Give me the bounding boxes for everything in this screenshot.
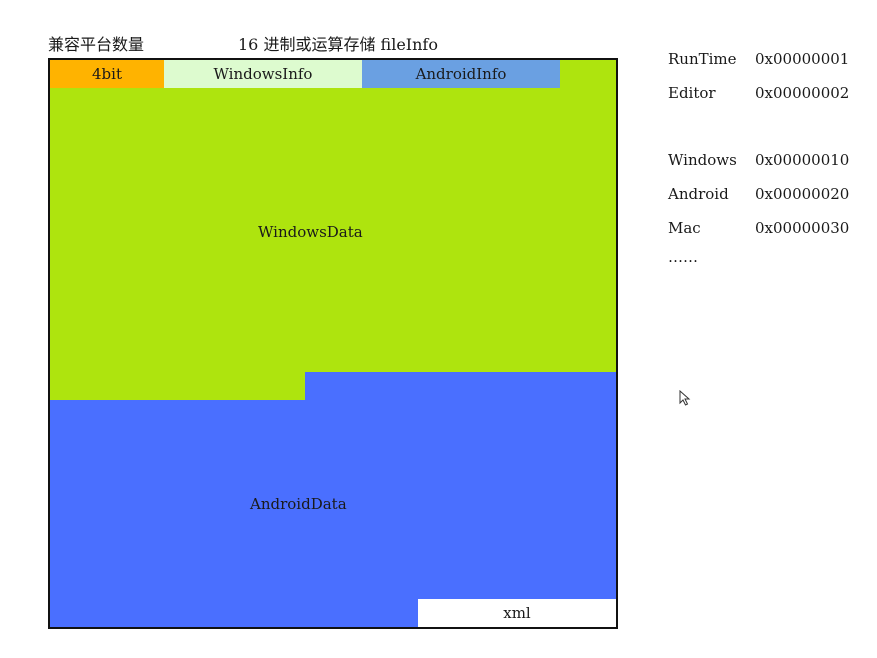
legend-code: 0x00000010 [755,151,849,169]
legend-code: 0x00000002 [755,84,849,102]
legend-code: 0x00000030 [755,219,849,237]
windows-data-label: WindowsData [258,223,363,241]
legend-more-ellipsis: …… [668,248,698,266]
mouse-pointer-icon [679,390,691,406]
legend-name: Mac [668,219,701,237]
legend-name: Android [668,185,729,203]
legend-code: 0x00000001 [755,50,849,68]
legend-name: Windows [668,151,737,169]
android-data-region [50,400,616,627]
header-segment-4bit: 4bit [50,60,164,88]
android-data-label: AndroidData [250,495,347,513]
file-layout-diagram: 4bit WindowsInfo AndroidInfo WindowsData… [48,58,618,629]
legend-name: Editor [668,84,716,102]
platform-count-label: 兼容平台数量 [48,31,144,55]
xml-block: xml [418,599,616,627]
header-segment-android-info: AndroidInfo [362,60,560,88]
header-segment-4bit-label: 4bit [92,65,122,83]
hex-or-storage-label: 16 进制或运算存储 fileInfo [238,31,438,55]
legend-code: 0x00000020 [755,185,849,203]
header-segment-windows-info-label: WindowsInfo [214,65,313,83]
xml-block-label: xml [503,604,530,622]
legend-name: RunTime [668,50,737,68]
header-segment-windows-info: WindowsInfo [164,60,362,88]
android-data-region-upper [305,372,616,402]
header-segment-android-info-label: AndroidInfo [416,65,507,83]
